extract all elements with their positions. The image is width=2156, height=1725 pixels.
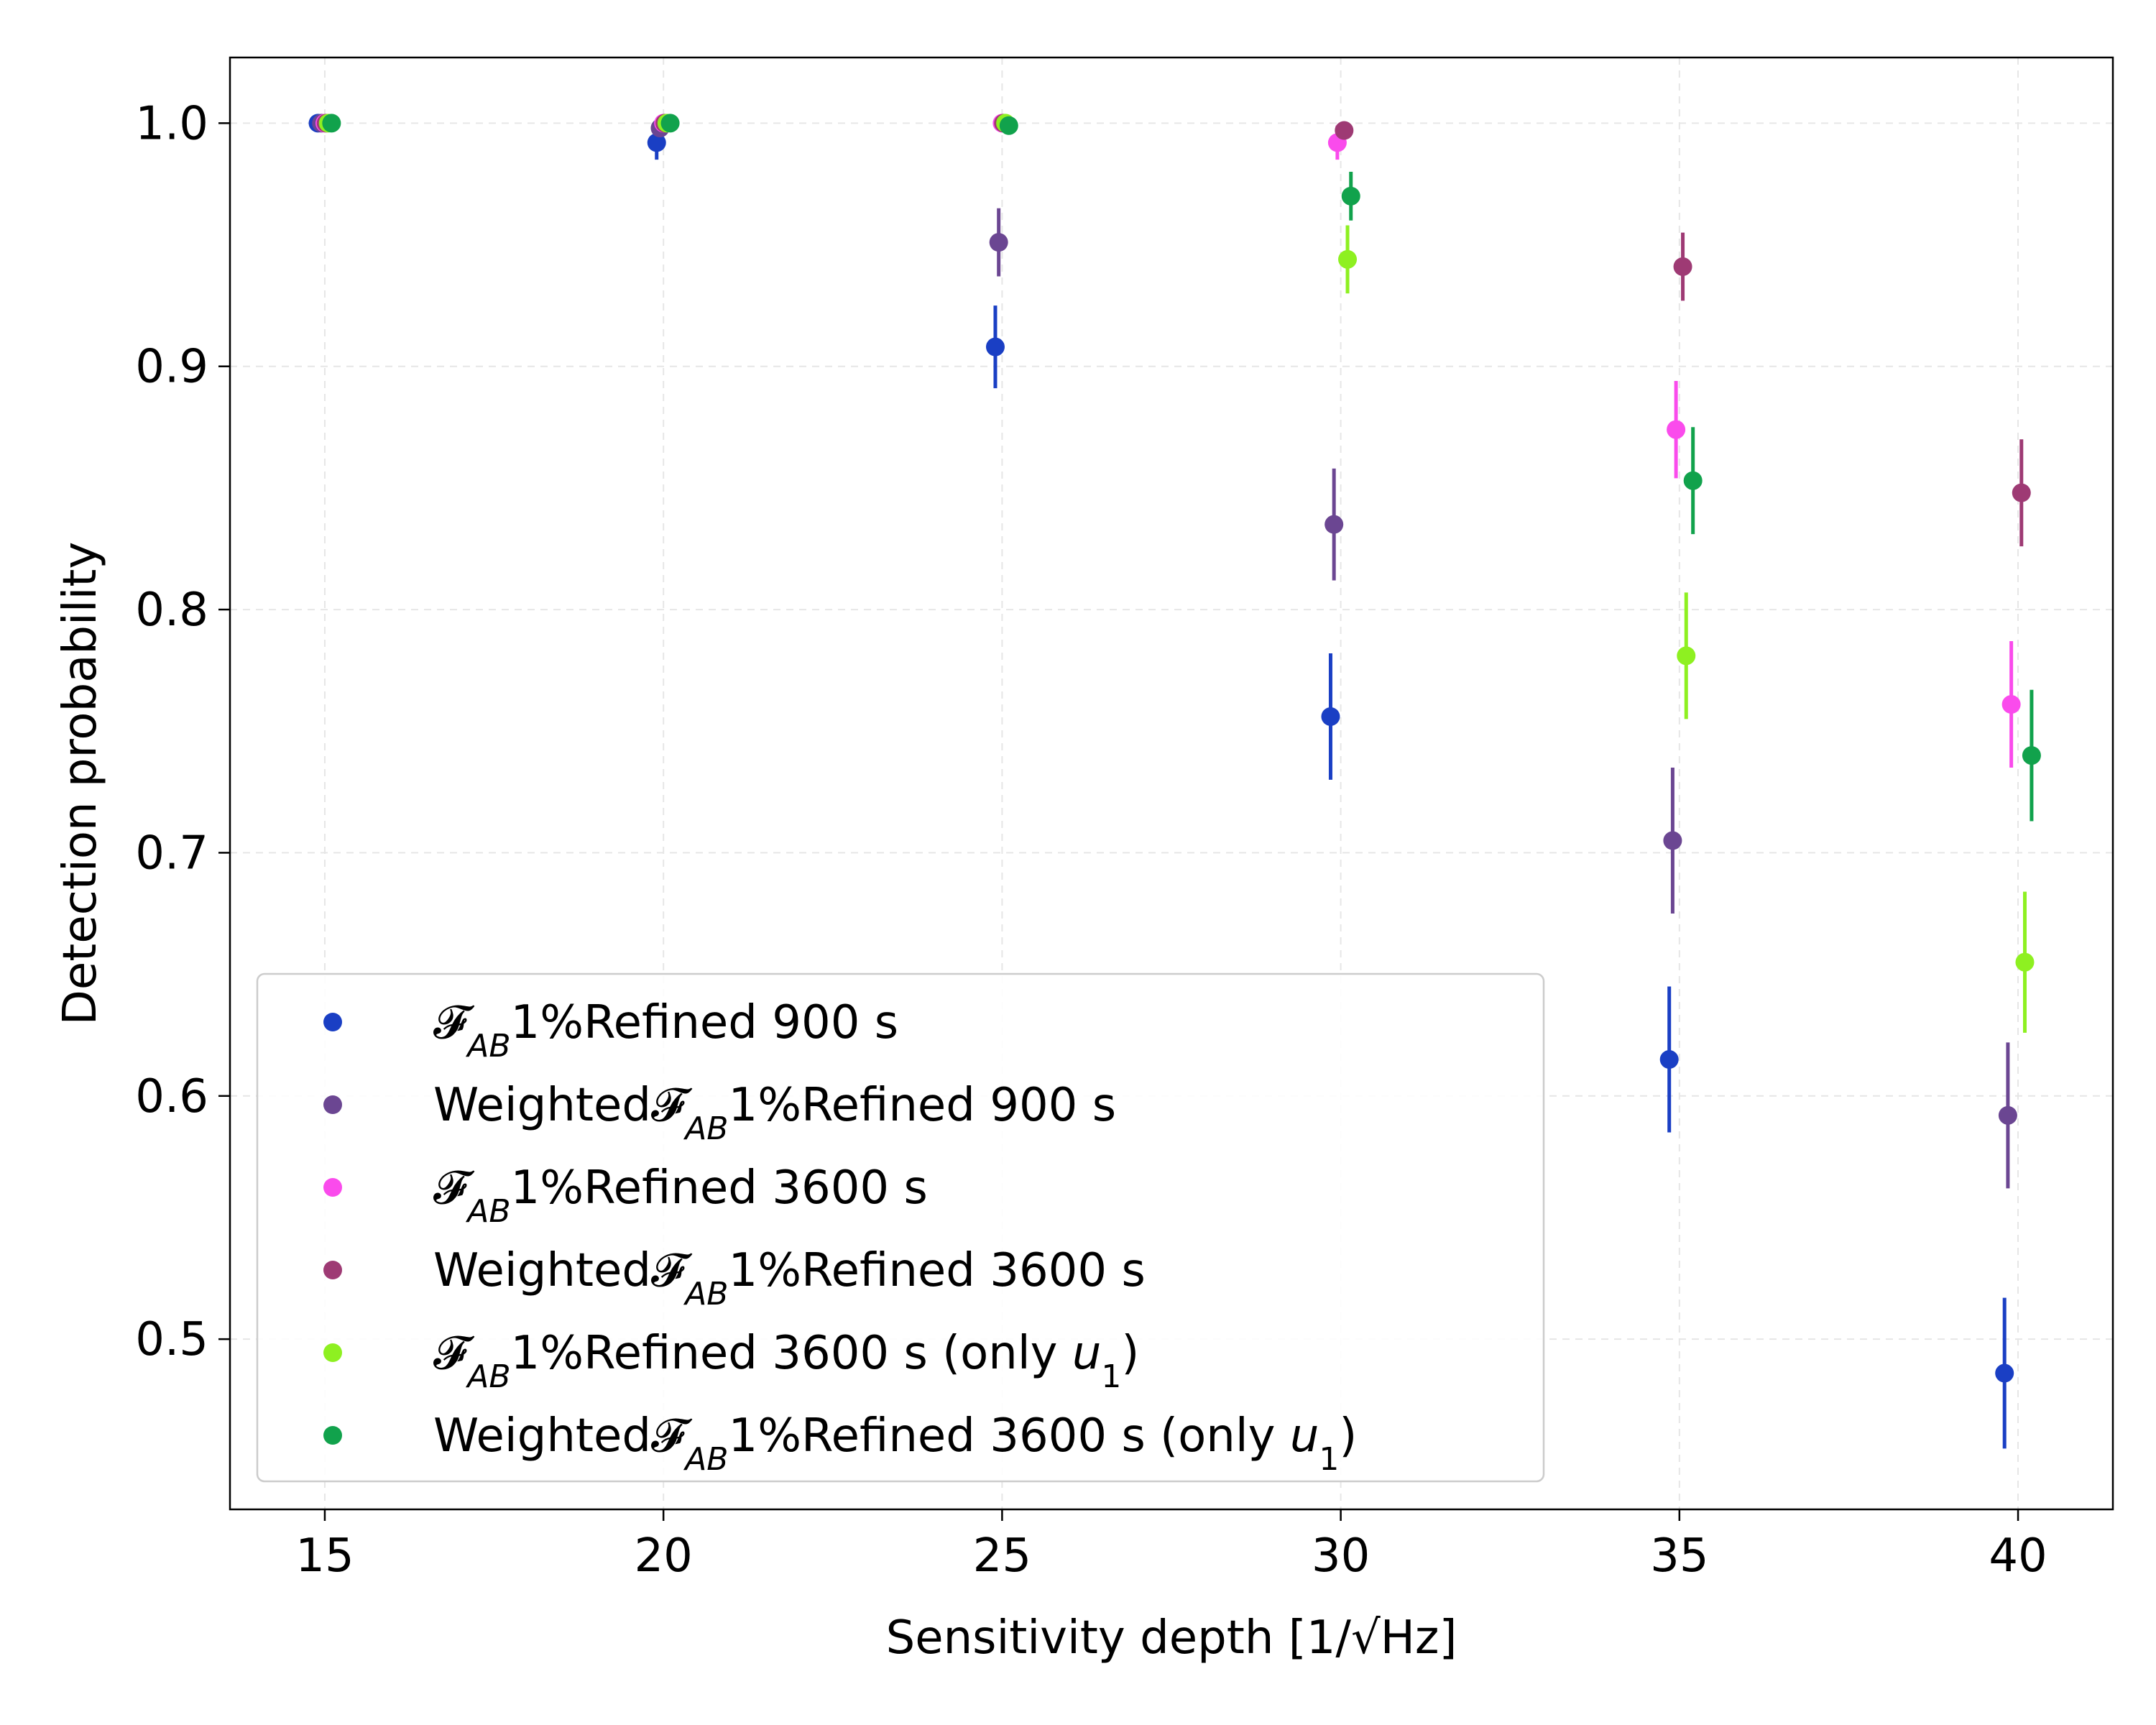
legend-label-part: ) [1339,1409,1357,1463]
data-point [1673,257,1692,276]
y-tick-label: 0.9 [135,341,208,394]
x-tick-label: 15 [295,1530,354,1583]
legend-label-part: 1%Refined 3600 s (only [729,1409,1290,1463]
x-tick-label: 25 [973,1530,1031,1583]
data-point [999,116,1018,135]
legend-marker [323,1095,342,1114]
legend-label: 𝓕AB1%Refined 3600 s (only u1) [433,1327,1139,1395]
legend-label-part: 1%Refined 3600 s [729,1244,1146,1297]
data-point [1321,707,1340,726]
legend-label-part: u [1290,1409,1319,1463]
data-point [985,337,1005,356]
data-point [647,133,666,152]
legend-label-part: 1%Refined 900 s [511,996,899,1049]
legend-label-part: 1%Refined 3600 s (only [511,1327,1072,1380]
x-tick-label: 20 [634,1530,692,1583]
plot-frame [229,56,2114,1511]
data-point [1663,831,1682,850]
data-point [2015,952,2035,972]
legend-marker [323,1013,342,1031]
x-axis-label: Sensitivity depth [1/√Hz] [886,1611,1457,1665]
y-tick-label: 0.8 [135,584,208,637]
data-point [1667,420,1686,439]
data-point [660,114,680,133]
data-point [322,114,341,133]
x-tick-label: 35 [1650,1530,1708,1583]
y-tick-label: 0.5 [135,1313,208,1366]
data-marks [308,114,2041,1449]
data-point [1325,515,1344,534]
legend-label: Weighted𝓕AB1%Refined 3600 s (only u1) [433,1409,1357,1478]
legend-label-part: 1 [1101,1358,1121,1395]
y-axis-label: Detection probability [54,542,107,1026]
legend-label-part: AB [465,1028,510,1064]
legend-marker [323,1343,342,1362]
legend-marker [323,1426,342,1445]
legend-label-part: AB [683,1110,728,1147]
legend-marker [323,1178,342,1197]
data-point [2001,695,2021,714]
series-6 [322,114,2041,822]
x-tick-label: 40 [1989,1530,2047,1583]
x-tick-label: 30 [1312,1530,1370,1583]
data-point [1335,121,1354,140]
legend-label: Weighted𝓕AB1%Refined 900 s [433,1079,1116,1147]
y-tick-label: 0.7 [135,827,208,880]
legend-label-part: Weighted𝓕 [433,1244,693,1297]
legend-label-part: AB [465,1358,510,1395]
legend-label-part: 1 [1319,1441,1339,1478]
legend-marker [323,1261,342,1279]
legend-label-part: Weighted𝓕 [433,1079,693,1132]
legend-label: 𝓕AB1%Refined 3600 s [433,1162,928,1230]
legend-label-part: AB [683,1441,728,1478]
data-point [2012,483,2031,502]
data-point [1338,249,1358,269]
data-point [1677,646,1696,666]
data-point [1659,1050,1679,1070]
legend-label-part: u [1072,1327,1102,1380]
legend-label-part: ) [1121,1327,1139,1380]
data-point [1998,1105,2017,1125]
legend-label-part: 1%Refined 900 s [729,1079,1117,1132]
data-point [1683,471,1703,490]
legend-box [256,972,1545,1483]
legend-label-part: Weighted𝓕 [433,1409,693,1463]
data-point [989,233,1008,252]
axis-ticks: 15 20 25 30 35 40 0.5 0.6 0.7 0.8 0.9 1.0 [135,97,2047,1583]
legend-label: 𝓕AB1%Refined 900 s [433,996,898,1064]
legend-label-part: AB [465,1193,510,1230]
legend-label-part: 1%Refined 3600 s [511,1162,928,1215]
y-tick-label: 0.6 [135,1070,208,1123]
data-point [1995,1363,2014,1383]
legend-label: Weighted𝓕AB1%Refined 3600 s [433,1244,1146,1312]
data-point [2022,746,2041,765]
data-point [1341,186,1360,206]
legend-label-part: AB [683,1276,728,1312]
y-tick-label: 1.0 [135,97,208,150]
